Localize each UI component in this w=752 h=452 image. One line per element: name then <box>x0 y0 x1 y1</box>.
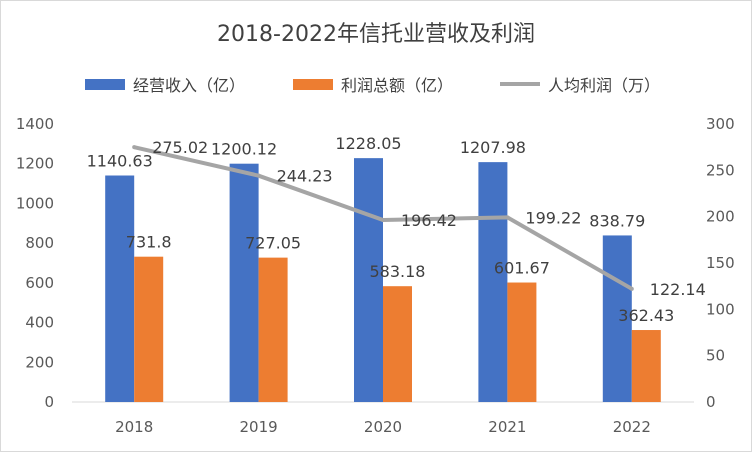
y-left-tick-label: 1400 <box>16 115 54 133</box>
line-point-per-capita <box>505 215 510 220</box>
data-label-profit: 362.43 <box>618 306 674 325</box>
legend-swatch-profit <box>293 78 333 90</box>
data-label-revenue: 838.79 <box>589 211 645 230</box>
data-label-profit: 731.8 <box>126 233 172 252</box>
y-left-tick-label: 600 <box>25 274 54 292</box>
y-left-tick-label: 0 <box>44 393 54 411</box>
legend: 经营收入（亿） 利润总额（亿） 人均利润（万） <box>0 72 752 96</box>
bar-revenue <box>229 163 259 402</box>
data-label-per-capita: 122.14 <box>650 280 706 299</box>
y-left-tick-label: 800 <box>25 234 54 252</box>
data-label-per-capita: 199.22 <box>525 208 581 227</box>
bar-revenue <box>105 175 135 402</box>
chart-title: 2018-2022年信托业营收及利润 <box>217 22 535 47</box>
data-label-per-capita: 196.42 <box>401 211 457 230</box>
bar-revenue <box>478 162 508 402</box>
line-point-per-capita <box>256 173 261 178</box>
y-left-tick-label: 1200 <box>16 155 54 173</box>
bar-revenue <box>354 158 383 402</box>
data-label-revenue: 1200.12 <box>211 140 277 159</box>
x-tick-label: 2020 <box>364 418 402 436</box>
bar-profit <box>134 256 164 402</box>
y-right-tick-label: 150 <box>706 254 735 272</box>
data-label-revenue: 1207.98 <box>460 138 526 157</box>
data-label-per-capita: 275.02 <box>152 138 208 157</box>
line-point-per-capita <box>381 217 385 222</box>
bar-profit <box>631 330 661 402</box>
legend-label-per-capita: 人均利润（万） <box>548 76 661 95</box>
y-right-tick-label: 100 <box>706 300 735 318</box>
line-point-per-capita <box>629 286 634 291</box>
data-label-revenue: 1140.63 <box>87 152 153 171</box>
x-tick-label: 2019 <box>240 418 278 436</box>
legend-label-profit: 利润总额（亿） <box>341 76 454 95</box>
legend-swatch-revenue <box>85 78 125 90</box>
legend-item-per-capita: 人均利润（万） <box>500 72 660 96</box>
data-label-profit: 727.05 <box>245 234 301 253</box>
bar-profit <box>258 257 288 402</box>
y-right-tick-label: 0 <box>706 393 716 411</box>
legend-label-revenue: 经营收入（亿） <box>133 76 246 95</box>
data-label-per-capita: 244.23 <box>277 167 333 186</box>
y-right-tick-label: 50 <box>706 347 725 365</box>
line-point-per-capita <box>132 145 137 150</box>
data-label-profit: 583.18 <box>370 262 426 281</box>
y-left-tick-label: 200 <box>25 353 54 371</box>
bar-revenue <box>602 235 632 402</box>
y-right-tick-label: 200 <box>706 208 735 226</box>
y-left-tick-label: 400 <box>25 314 54 332</box>
legend-item-profit: 利润总额（亿） <box>293 72 453 96</box>
x-tick-label: 2022 <box>613 418 651 436</box>
y-right-tick-label: 250 <box>706 161 735 179</box>
legend-item-revenue: 经营收入（亿） <box>85 72 245 96</box>
x-tick-label: 2018 <box>115 418 153 436</box>
data-label-profit: 601.67 <box>494 259 550 278</box>
legend-swatch-per-capita <box>500 82 540 86</box>
x-tick-label: 2021 <box>488 418 526 436</box>
data-label-revenue: 1228.05 <box>335 134 401 153</box>
bar-profit <box>507 282 537 402</box>
y-right-tick-label: 300 <box>706 115 735 133</box>
y-left-tick-label: 1000 <box>16 194 54 212</box>
bar-profit <box>383 286 412 402</box>
